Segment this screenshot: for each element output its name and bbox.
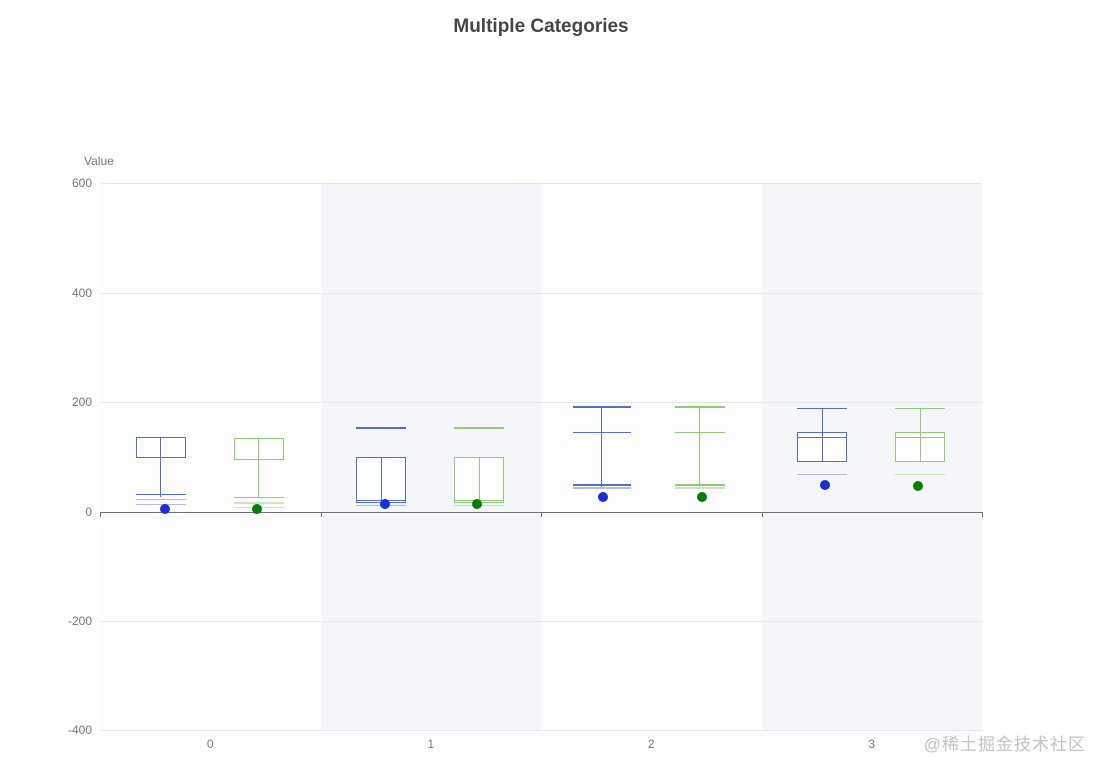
series-blue-cap-line <box>572 431 631 434</box>
series-green-outlier-dot <box>913 480 924 491</box>
series-blue-outlier-dot <box>159 503 170 514</box>
y-axis-tick-label: 0 <box>85 504 92 519</box>
y-axis-tick-label: 200 <box>71 395 92 410</box>
series-blue-whisker <box>160 436 162 497</box>
x-axis-tick <box>541 511 542 517</box>
series-blue-cap-line <box>572 406 631 408</box>
series-green-cap-line-faint <box>674 487 725 489</box>
series-green-cap-line-faint <box>895 473 946 476</box>
x-axis-tick <box>320 511 322 517</box>
series-green-whisker <box>258 437 260 498</box>
series-green-cap-line <box>454 427 505 429</box>
y-gridline <box>100 620 982 622</box>
series-green-cap-line <box>674 406 725 408</box>
series-green-outlier-dot <box>696 491 707 502</box>
series-blue-outlier-dot <box>380 498 391 509</box>
series-blue-whisker <box>821 407 823 462</box>
x-axis-tick-label: 2 <box>647 737 655 751</box>
y-gridline <box>100 292 982 294</box>
series-green-cap-line <box>233 496 284 499</box>
x-axis-tick <box>761 511 763 517</box>
series-blue-cap-line <box>572 484 631 486</box>
split-area-stripe <box>541 183 762 730</box>
watermark-text: @稀土掘金技术社区 <box>923 735 1086 754</box>
series-blue-whisker <box>380 456 382 504</box>
series-blue-cap-line <box>797 437 848 439</box>
y-axis-tick-label: 600 <box>71 176 92 191</box>
series-green-cap-line-faint <box>233 502 284 504</box>
x-axis-tick-label: 3 <box>868 737 876 751</box>
series-green-cap-line <box>674 431 725 434</box>
series-blue-cap-line-faint <box>135 498 186 501</box>
x-axis-tick <box>100 511 101 517</box>
series-green-cap-line <box>895 437 946 439</box>
series-blue-cap-line-faint <box>572 487 631 489</box>
y-gridline <box>100 183 982 185</box>
y-gridline <box>100 730 982 732</box>
split-area-stripe <box>320 183 541 730</box>
series-green-whisker <box>919 407 921 462</box>
series-green-outlier-dot <box>251 504 262 515</box>
series-blue-outlier-dot <box>820 480 831 491</box>
x-axis-tick-label: 1 <box>427 737 435 751</box>
series-blue-cap-line <box>797 407 848 409</box>
series-green-cap-line <box>895 407 946 409</box>
series-blue-whisker <box>601 406 603 488</box>
series-blue-cap-line <box>135 493 186 496</box>
series-blue-cap-line-faint <box>797 473 848 476</box>
y-axis-name: Value <box>84 154 114 168</box>
x-axis-tick-label: 0 <box>206 737 214 751</box>
y-axis-tick-label: -400 <box>67 723 92 738</box>
series-blue-outlier-dot <box>597 491 608 502</box>
y-axis-tick-label: 400 <box>71 285 92 300</box>
x-axis-tick <box>982 511 983 517</box>
series-green-outlier-dot <box>472 498 483 509</box>
series-blue-cap-line <box>356 427 407 429</box>
series-green-cap-line <box>674 484 725 486</box>
chart-title: Multiple Categories <box>453 16 629 37</box>
split-area-stripe <box>100 183 321 730</box>
split-area-stripe <box>761 183 982 730</box>
series-green-whisker <box>699 406 701 488</box>
series-green-whisker <box>478 456 480 504</box>
y-axis-tick-label: -200 <box>67 613 92 628</box>
y-gridline <box>100 402 982 404</box>
